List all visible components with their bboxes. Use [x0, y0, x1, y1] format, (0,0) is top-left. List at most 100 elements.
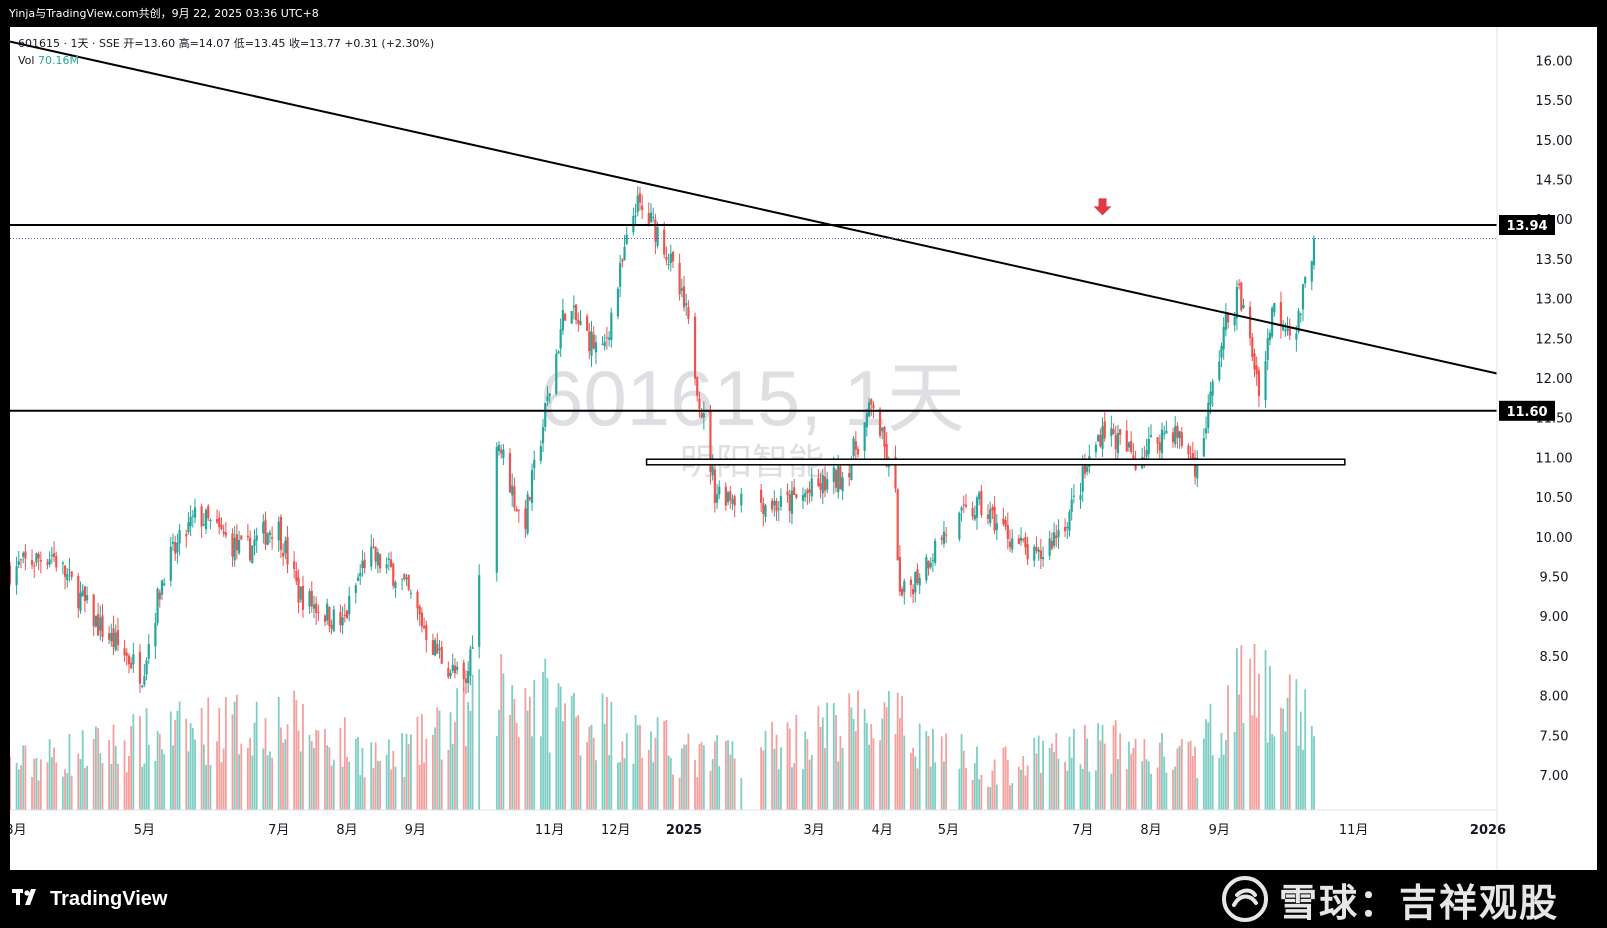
volume-bar	[46, 762, 49, 810]
candle-body	[83, 586, 86, 601]
volume-bar	[731, 741, 734, 810]
candle-body	[1006, 525, 1009, 539]
volume-bar	[48, 739, 51, 810]
volume-bar	[713, 741, 716, 810]
candle-body	[918, 578, 921, 586]
candle-body	[1266, 337, 1269, 361]
volume-bar	[156, 731, 159, 810]
candle-body	[46, 562, 49, 565]
chart-panel[interactable]: 601615, 1天 明阳智能 16.0015.5015.0014.5014.0…	[10, 27, 1597, 870]
symbol-ohlc-line: 601615 · 1天 · SSE 开=13.60 高=14.07 低=13.4…	[18, 37, 435, 50]
price-tick-label: 14.50	[1535, 174, 1572, 189]
candle-body	[407, 574, 410, 590]
candle-body	[971, 508, 974, 517]
volume-bar	[667, 755, 670, 810]
volume-bar	[709, 770, 712, 810]
candle-body	[389, 559, 393, 568]
candle-body	[418, 606, 421, 615]
candle-body	[696, 377, 699, 396]
candle-body	[588, 331, 591, 352]
candle-body	[471, 647, 474, 649]
candle-body	[702, 413, 705, 418]
candle-body	[50, 554, 53, 556]
volume-bar	[764, 730, 767, 810]
volume-bar	[557, 682, 560, 810]
price-tick-label: 15.00	[1535, 134, 1572, 149]
candle-body	[1178, 431, 1181, 439]
volume-bar	[641, 757, 644, 810]
volume-bar	[1284, 731, 1287, 810]
volume-bar	[339, 727, 342, 810]
volume-bar	[317, 730, 320, 810]
tradingview-logo-icon	[12, 887, 42, 912]
volume-bar	[663, 721, 666, 810]
candle-body	[1273, 302, 1276, 313]
volume-bar	[86, 766, 88, 810]
candle-body	[533, 459, 536, 469]
volume-bar	[1202, 738, 1205, 810]
volume-bar	[870, 724, 873, 810]
candle-body	[1112, 429, 1115, 435]
volume-bar	[810, 755, 813, 810]
volume-bar	[960, 734, 963, 810]
volume-bar	[123, 740, 126, 810]
candle-body	[909, 579, 912, 585]
time-tick-label: 9月	[405, 823, 426, 838]
volume-bar	[561, 721, 564, 810]
volume-bar	[509, 714, 511, 810]
tradingview-logo[interactable]: TradingView	[12, 870, 167, 928]
candle-body	[22, 552, 25, 557]
candle-body	[500, 449, 503, 454]
volume-bar	[513, 699, 516, 810]
candle-body	[841, 477, 844, 492]
candle-body	[731, 499, 734, 504]
candle-body	[312, 604, 316, 609]
volume-bar	[224, 697, 227, 810]
candle-body	[434, 640, 437, 656]
volume-bar	[176, 710, 179, 810]
candle-body	[1207, 402, 1210, 428]
volume-bar	[467, 702, 470, 810]
candle-body	[1063, 526, 1067, 532]
candle-body	[1257, 370, 1261, 396]
volume-bar	[357, 736, 359, 810]
volume-bar	[1134, 738, 1137, 810]
volume-bar	[824, 748, 826, 810]
candle-body	[942, 531, 946, 544]
volume-bar	[863, 709, 866, 810]
volume-bar	[209, 765, 212, 810]
legend: 601615 · 1天 · SSE 开=13.60 高=14.07 低=13.4…	[18, 35, 434, 69]
candle-body	[339, 612, 342, 626]
volume-bar	[35, 758, 38, 810]
candle-body	[883, 426, 886, 447]
volume-bar	[1286, 697, 1289, 810]
candle-body	[405, 577, 408, 580]
volume-bar	[1253, 644, 1256, 810]
volume-bar	[1297, 745, 1300, 810]
candle-body	[682, 286, 686, 308]
price-axis-bg	[1497, 27, 1597, 870]
candle-body	[154, 623, 157, 647]
candle-body	[832, 467, 835, 483]
candle-body	[1242, 304, 1245, 309]
price-chart[interactable]: 601615, 1天 明阳智能 16.0015.5015.0014.5014.0…	[10, 27, 1597, 870]
candle-body	[440, 646, 443, 664]
candle-body	[77, 575, 80, 609]
candle-body	[621, 259, 624, 262]
candle-body	[733, 496, 736, 506]
volume-bar	[97, 727, 100, 810]
candle-body	[1057, 529, 1060, 538]
volume-bar	[777, 769, 780, 810]
candle-body	[224, 532, 227, 536]
volume-bar	[945, 733, 948, 810]
candle-body	[1145, 450, 1148, 457]
volume-bar	[110, 763, 113, 810]
volume-bar	[125, 772, 128, 810]
volume-bar	[636, 725, 639, 810]
volume-bar	[297, 730, 300, 810]
volume-bar	[865, 722, 868, 810]
candle-body	[1083, 464, 1087, 474]
candle-body	[37, 553, 40, 559]
candle-body	[1288, 328, 1291, 336]
candle-body	[1119, 429, 1122, 435]
